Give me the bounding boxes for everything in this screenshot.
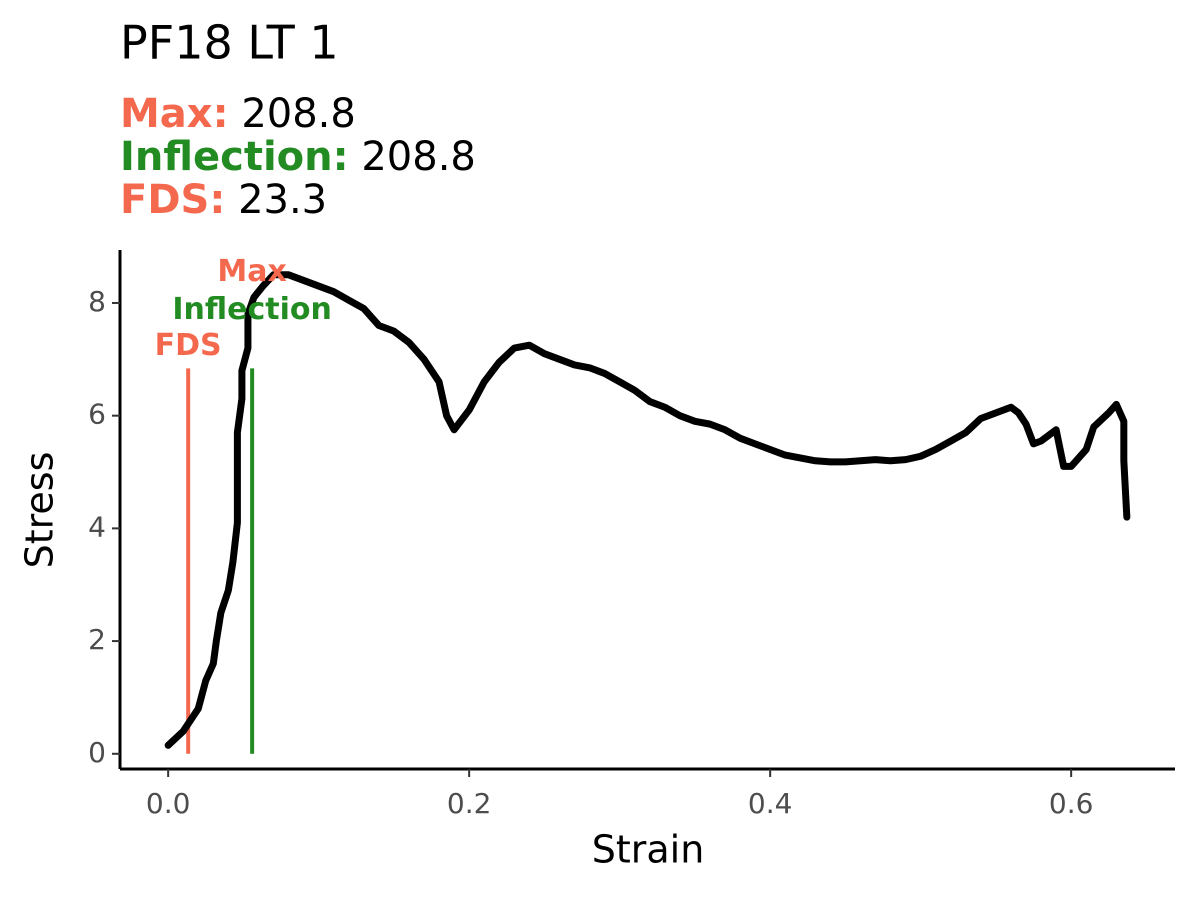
stat-value: 208.8 [361,134,476,180]
stat-value: 23.3 [238,177,327,223]
x-tick-label: 0.4 [748,787,793,820]
stat-line: Inflection: 208.8 [120,134,476,180]
y-axis-label: Stress [18,452,62,569]
marker-label: Inflection [172,292,331,327]
chart-title: PF18 LT 1 [120,16,339,70]
x-tick-label: 0.0 [146,787,191,820]
max-label: Max [217,254,286,289]
y-tick-label: 2 [88,623,106,656]
stat-line: Max: 208.8 [120,91,356,137]
stat-label: Inflection: [120,134,349,180]
y-tick-label: 4 [88,510,106,543]
y-tick-label: 0 [88,736,106,769]
y-tick-label: 8 [88,285,106,318]
stat-value: 208.8 [241,91,356,137]
data-line [164,271,1131,749]
stat-line: FDS: 23.3 [120,177,327,223]
y-tick-label: 6 [88,398,106,431]
x-tick-label: 0.2 [447,787,492,820]
stat-label: Max: [120,91,229,137]
x-tick-label: 0.6 [1049,787,1094,820]
stat-label: FDS: [120,177,225,223]
x-axis-label: Strain [592,828,705,872]
marker-label: FDS [155,328,222,363]
